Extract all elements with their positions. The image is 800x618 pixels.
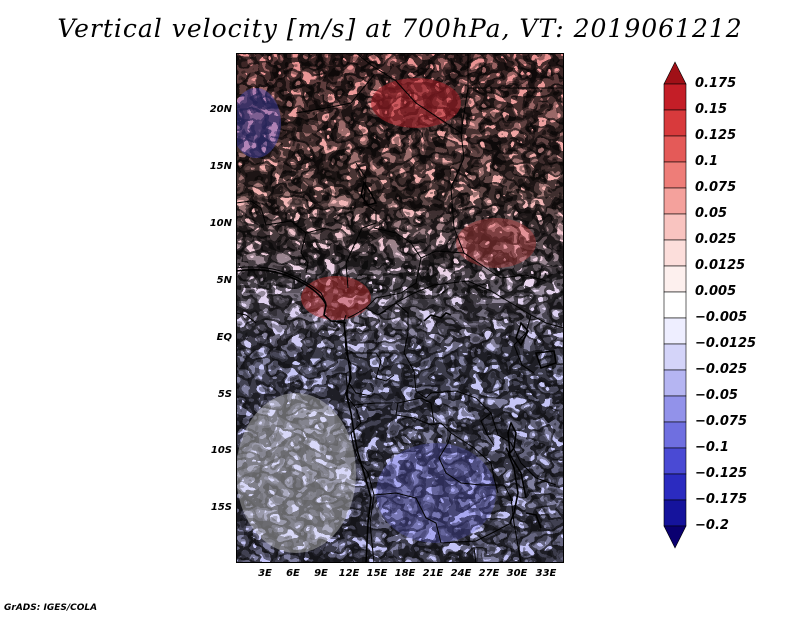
colorbar-arrow-bottom bbox=[663, 525, 687, 549]
lat-label-eq: EQ bbox=[216, 332, 232, 343]
lat-label-15s: 15S bbox=[210, 502, 232, 513]
colorbar-label: −0.1 bbox=[695, 440, 729, 455]
map-plot bbox=[236, 53, 564, 563]
colorbar-band bbox=[663, 317, 687, 345]
colorbar-band bbox=[663, 291, 687, 319]
colorbar-label: 0.175 bbox=[695, 76, 737, 91]
lat-label-5s: 5S bbox=[217, 389, 232, 400]
patch-strong-ascent-east bbox=[456, 218, 536, 268]
lat-label-20n: 20N bbox=[209, 104, 232, 115]
colorbar-band bbox=[663, 395, 687, 423]
colorbar-band bbox=[663, 265, 687, 293]
colorbar-label: 0.0125 bbox=[695, 258, 746, 273]
lon-label-18e: 18E bbox=[394, 568, 416, 579]
country-boundaries bbox=[236, 53, 564, 563]
colorbar-band bbox=[663, 447, 687, 475]
lon-label-6e: 6E bbox=[286, 568, 300, 579]
colorbar-label: −0.025 bbox=[695, 362, 748, 377]
colorbar-label: 0.15 bbox=[695, 102, 728, 117]
colorbar-label: −0.05 bbox=[695, 388, 738, 403]
colorbar-label: 0.1 bbox=[695, 154, 719, 169]
colorbar-label: −0.0125 bbox=[695, 336, 757, 351]
colorbar-label: 0.125 bbox=[695, 128, 737, 143]
colorbar-band bbox=[663, 161, 687, 189]
lon-label-27e: 27E bbox=[478, 568, 500, 579]
colorbar-label: 0.005 bbox=[695, 284, 737, 299]
map-frame bbox=[236, 53, 564, 563]
colorbar-label: −0.2 bbox=[695, 518, 729, 533]
colorbar-band bbox=[663, 213, 687, 241]
coastlines-lakes bbox=[236, 181, 557, 563]
colorbar-band bbox=[663, 369, 687, 397]
lat-label-15n: 15N bbox=[209, 161, 232, 172]
lon-label-9e: 9E bbox=[314, 568, 328, 579]
colorbar-band bbox=[663, 187, 687, 215]
chart-title: Vertical velocity [m/s] at 700hPa, VT: 2… bbox=[57, 14, 743, 43]
lon-label-21e: 21E bbox=[422, 568, 444, 579]
lon-label-24e: 24E bbox=[450, 568, 472, 579]
colorbar-label: 0.025 bbox=[695, 232, 737, 247]
lon-label-3e: 3E bbox=[258, 568, 272, 579]
lon-label-33e: 33E bbox=[535, 568, 557, 579]
lon-label-12e: 12E bbox=[338, 568, 360, 579]
colorbar-label: −0.175 bbox=[695, 492, 748, 507]
patch-descent-south bbox=[376, 443, 496, 543]
lat-label-5n: 5N bbox=[216, 275, 232, 286]
colorbar-band bbox=[663, 421, 687, 449]
colorbar-label: −0.125 bbox=[695, 466, 748, 481]
colorbar-label: 0.05 bbox=[695, 206, 728, 221]
colorbar-label: −0.075 bbox=[695, 414, 748, 429]
colorbar-arrow-top bbox=[663, 61, 687, 85]
colorbar-band bbox=[663, 499, 687, 527]
colorbar-band bbox=[663, 239, 687, 267]
patch-descent-atlantic bbox=[236, 393, 356, 553]
colorbar-band bbox=[663, 473, 687, 501]
patch-strong-ascent-nigeria bbox=[301, 276, 371, 320]
lat-label-10s: 10S bbox=[210, 445, 232, 456]
footer-credit: GrADS: IGES/COLA bbox=[4, 603, 98, 613]
patch-descent-northwest bbox=[236, 88, 281, 158]
lat-label-10n: 10N bbox=[209, 218, 232, 229]
colorbar-label: −0.005 bbox=[695, 310, 748, 325]
colorbar-label: 0.075 bbox=[695, 180, 737, 195]
colorbar-band bbox=[663, 83, 687, 111]
colorbar-band bbox=[663, 109, 687, 137]
colorbar-band bbox=[663, 343, 687, 371]
colorbar bbox=[663, 61, 687, 549]
colorbar-band bbox=[663, 135, 687, 163]
lon-label-30e: 30E bbox=[506, 568, 528, 579]
lon-label-15e: 15E bbox=[366, 568, 388, 579]
